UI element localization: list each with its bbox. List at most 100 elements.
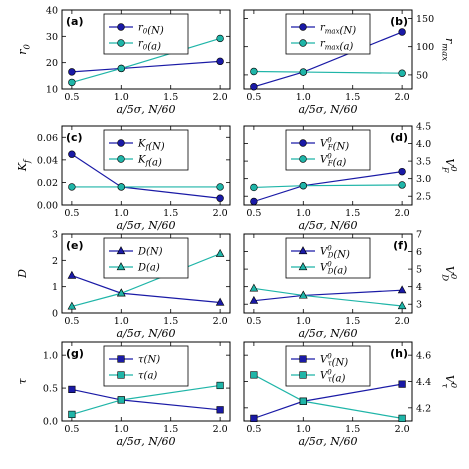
data-point-a [117, 64, 125, 73]
data-point-a [215, 248, 225, 257]
data-point-a [116, 288, 126, 297]
data-point-a [398, 181, 406, 189]
y-tick-label: 1.0 [43, 351, 58, 362]
data-point-N [216, 194, 224, 202]
data-point-a [250, 67, 258, 76]
legend-frame [103, 345, 189, 387]
legend-frame [285, 13, 371, 55]
x-tick-label: 1.5 [163, 424, 178, 435]
x-tick-label: 1.5 [163, 92, 178, 103]
data-point-a [299, 68, 307, 76]
y-tick-label: 2.5 [416, 192, 431, 203]
y-tick-label: 3.0 [416, 174, 431, 185]
y-tick-label: 4.4 [416, 377, 431, 388]
chart-panel-8: 0.5 1.0 1.5 2.0 a/5σ, N/60 4.2 4.4 4.6 V0τ V0 τ(N)… [243, 341, 459, 448]
y-tick-label: 4 [416, 282, 422, 293]
series-line-a [253, 70, 403, 74]
y-tick-label: 4.6 [416, 351, 431, 362]
legend: τ(N) τ(a) [103, 345, 189, 387]
data-point-a [117, 396, 125, 404]
y-tick-label: 10 [46, 85, 58, 96]
y-tick-label: 40 [46, 6, 58, 17]
legend-frame [103, 129, 189, 171]
x-axis-label: a/5σ, N/60 [116, 327, 175, 340]
legend-marker [298, 262, 308, 271]
data-point-a [298, 290, 308, 299]
data-point-N [68, 68, 76, 76]
plot-frame [243, 125, 413, 206]
y-axis-label: τ [16, 378, 29, 385]
series-line-N [71, 388, 221, 411]
data-point-a [299, 181, 307, 190]
data-point-a [299, 397, 307, 405]
x-axis-label: a/5σ, N/60 [298, 435, 357, 448]
chart-panel-2: 0.5 1.0 1.5 2.0 a/5σ, N/60 50 100 150 rmax rmax(N… [243, 9, 456, 116]
legend-entry-a: V0 F(a) [320, 152, 346, 168]
legend-entry-a: τ(a) [138, 371, 157, 382]
x-tick-label: 1.5 [163, 208, 178, 219]
panel-label: (d) [390, 131, 408, 144]
plot-frame [243, 9, 413, 90]
legend-entry-a: D(a) [137, 263, 160, 274]
data-point-a [249, 283, 259, 292]
y-tick-label: 100 [416, 42, 434, 53]
legend-entry-N: V0 τ(N) [320, 352, 348, 368]
series-line-N [71, 60, 221, 73]
x-tick-label: 2.0 [213, 424, 228, 435]
x-tick-label: 2.0 [395, 208, 410, 219]
legend: V0 F(N)V0 F(a) [285, 129, 371, 171]
legend-marker [299, 155, 307, 163]
x-axis-label: a/5σ, N/60 [116, 435, 175, 448]
y-axis-label: r0 [16, 44, 32, 55]
legend-marker [117, 371, 125, 379]
x-tick-label: 2.0 [395, 316, 410, 327]
y-tick-label: 7 [416, 230, 422, 241]
x-tick-label: 1.0 [296, 424, 311, 435]
legend-entry-a: Kf(a) [137, 155, 162, 169]
plot-frame [61, 9, 231, 90]
data-point-N [67, 270, 77, 279]
y-tick-label: 4.2 [416, 403, 431, 414]
legend: Kf(N) Kf(a) [103, 129, 189, 171]
data-point-a [216, 381, 224, 390]
y-tick-label: 0.00 [37, 201, 58, 212]
data-point-N [215, 297, 225, 306]
data-point-N [250, 197, 258, 206]
x-tick-label: 1.5 [345, 424, 360, 435]
y-tick-label: 4.5 [416, 122, 431, 133]
plot-frame [61, 233, 231, 314]
legend-frame [285, 345, 371, 387]
legend-marker [117, 355, 125, 363]
legend-entry-a: rmax(a) [320, 39, 353, 53]
plot-frame [61, 125, 231, 206]
legend-entry-N: D(N) [137, 247, 163, 258]
y-tick-label: 0.02 [37, 178, 58, 189]
y-tick-label: 3 [416, 300, 422, 311]
series-line-a [71, 384, 221, 415]
x-tick-label: 2.0 [213, 208, 228, 219]
chart-panel-4: 0.5 1.0 1.5 2.0 a/5σ, N/60 2.5 3.0 3.5 4.0 4.5 V0F… [243, 122, 459, 232]
x-tick-label: 0.5 [64, 92, 79, 103]
legend-frame [103, 237, 189, 279]
data-point-a [398, 414, 406, 422]
legend-marker [299, 371, 307, 379]
legend-frame [285, 129, 371, 171]
y-tick-label: 0.06 [37, 133, 58, 144]
legend-marker [117, 139, 125, 147]
legend-marker [299, 23, 307, 31]
y-axis-label: V0F [440, 158, 459, 173]
x-tick-label: 0.5 [246, 424, 261, 435]
legend-marker [117, 155, 125, 163]
data-point-N [398, 380, 406, 388]
y-tick-label: 150 [416, 14, 434, 25]
chart-panel-7: 0.5 1.0 1.5 2.0 a/5σ, N/60 0.0 0.5 1.0 τ τ(N) τ(a)… [16, 341, 231, 448]
legend-entry-N: r0(N) [138, 23, 164, 37]
series-line-N [253, 383, 403, 419]
y-tick-label: 50 [416, 70, 428, 81]
x-tick-label: 1.5 [345, 208, 360, 219]
data-point-N [216, 57, 224, 66]
legend-entry-N: τ(N) [138, 355, 160, 366]
y-tick-label: 0.04 [37, 155, 58, 166]
x-tick-label: 2.0 [395, 92, 410, 103]
